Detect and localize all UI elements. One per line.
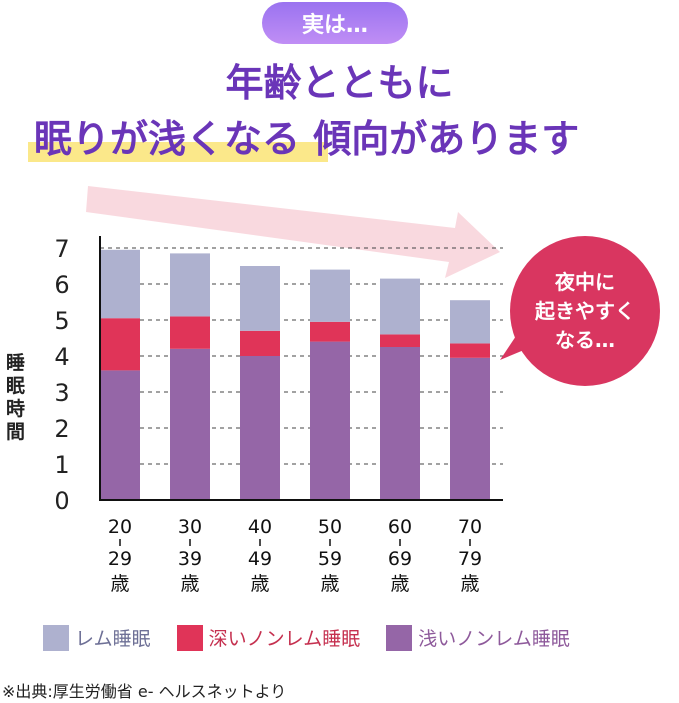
headline-line1: 年齢とともに <box>225 61 454 105</box>
y-tick-label: 6 <box>54 271 69 299</box>
bar-segment-light-nrem <box>100 370 140 500</box>
legend-label: レム睡眠 <box>75 628 151 650</box>
y-tick-label: 3 <box>54 379 69 407</box>
x-tick-label: 69 <box>388 548 412 570</box>
x-tick-label: 79 <box>458 548 482 570</box>
bar-segment-deep-nrem <box>170 316 210 349</box>
bar-segment-rem <box>380 278 420 335</box>
x-tick-label: 歳 <box>460 573 479 595</box>
x-tick-label: 歳 <box>250 573 269 595</box>
legend-swatch <box>43 624 69 651</box>
bar-segment-rem <box>310 269 350 322</box>
bar-segment-light-nrem <box>450 357 490 500</box>
x-tick-label: 39 <box>178 548 202 570</box>
badge-text: 実は… <box>301 13 368 38</box>
bar-segment-rem <box>100 249 140 319</box>
x-tick-label: 30 <box>178 516 202 538</box>
legend-item-deep: 深いノンレム睡眠 <box>176 624 361 651</box>
bubble-line: 起きやすく <box>535 298 635 323</box>
legend: レム睡眠 深いノンレム睡眠 浅いノンレム睡眠 <box>43 624 596 651</box>
legend-label: 浅いノンレム睡眠 <box>418 628 570 650</box>
x-tick-label: 歳 <box>110 573 129 595</box>
bubble-line: なる… <box>555 327 615 352</box>
bubble-line: 夜中に <box>555 269 615 294</box>
bar-segment-light-nrem <box>240 356 280 500</box>
x-tick-label: 40 <box>248 516 272 538</box>
y-axis-label: 睡眠時間 <box>6 352 26 443</box>
x-tick-label: 49 <box>248 548 272 570</box>
y-tick-label: 2 <box>54 415 69 443</box>
legend-item-light: 浅いノンレム睡眠 <box>386 624 570 651</box>
headline-rest: 傾向があります <box>313 117 580 161</box>
headline-line2: 眠りが浅くなる 傾向があります <box>34 108 579 163</box>
headline-highlight: 眠りが浅くなる <box>34 117 301 161</box>
bar-segment-light-nrem <box>310 341 350 500</box>
legend-item-rem: レム睡眠 <box>43 624 151 651</box>
y-tick-label: 7 <box>54 235 69 263</box>
x-tick-label: 20 <box>108 516 132 538</box>
x-tick-label: 60 <box>388 516 412 538</box>
bar-segment-rem <box>240 266 280 331</box>
legend-swatch <box>176 624 203 651</box>
bar-segment-light-nrem <box>380 347 420 500</box>
highlight-marker <box>28 142 328 162</box>
bar-segment-deep-nrem <box>380 334 420 347</box>
bar-segment-light-nrem <box>170 348 210 500</box>
y-tick-label: 5 <box>54 307 69 335</box>
x-tick-label: 70 <box>458 516 482 538</box>
x-tick-label: 歳 <box>180 573 199 595</box>
bar-segment-rem <box>170 253 210 317</box>
x-tick-label: 29 <box>108 548 132 570</box>
bar-segment-deep-nrem <box>450 343 490 358</box>
y-tick-label: 0 <box>54 487 69 515</box>
bar-segment-deep-nrem <box>310 321 350 342</box>
trend-arrow <box>86 186 500 278</box>
x-tick-label: 歳 <box>320 573 339 595</box>
legend-swatch <box>386 624 413 651</box>
y-tick-label: 1 <box>54 451 69 479</box>
intro-badge: 実は… <box>262 2 408 44</box>
source-note: ※出典:厚生労働省 e- ヘルスネットより <box>2 682 287 701</box>
bar-segment-deep-nrem <box>100 318 140 371</box>
y-tick-label: 4 <box>54 343 69 371</box>
x-tick-label: 59 <box>318 548 342 570</box>
x-tick-label: 歳 <box>390 573 409 595</box>
bar-segment-deep-nrem <box>240 330 280 356</box>
callout-bubble: 夜中に 起きやすく なる… <box>510 236 660 386</box>
x-tick-label: 50 <box>318 516 342 538</box>
legend-label: 深いノンレム睡眠 <box>208 628 361 650</box>
bar-segment-rem <box>450 300 490 344</box>
